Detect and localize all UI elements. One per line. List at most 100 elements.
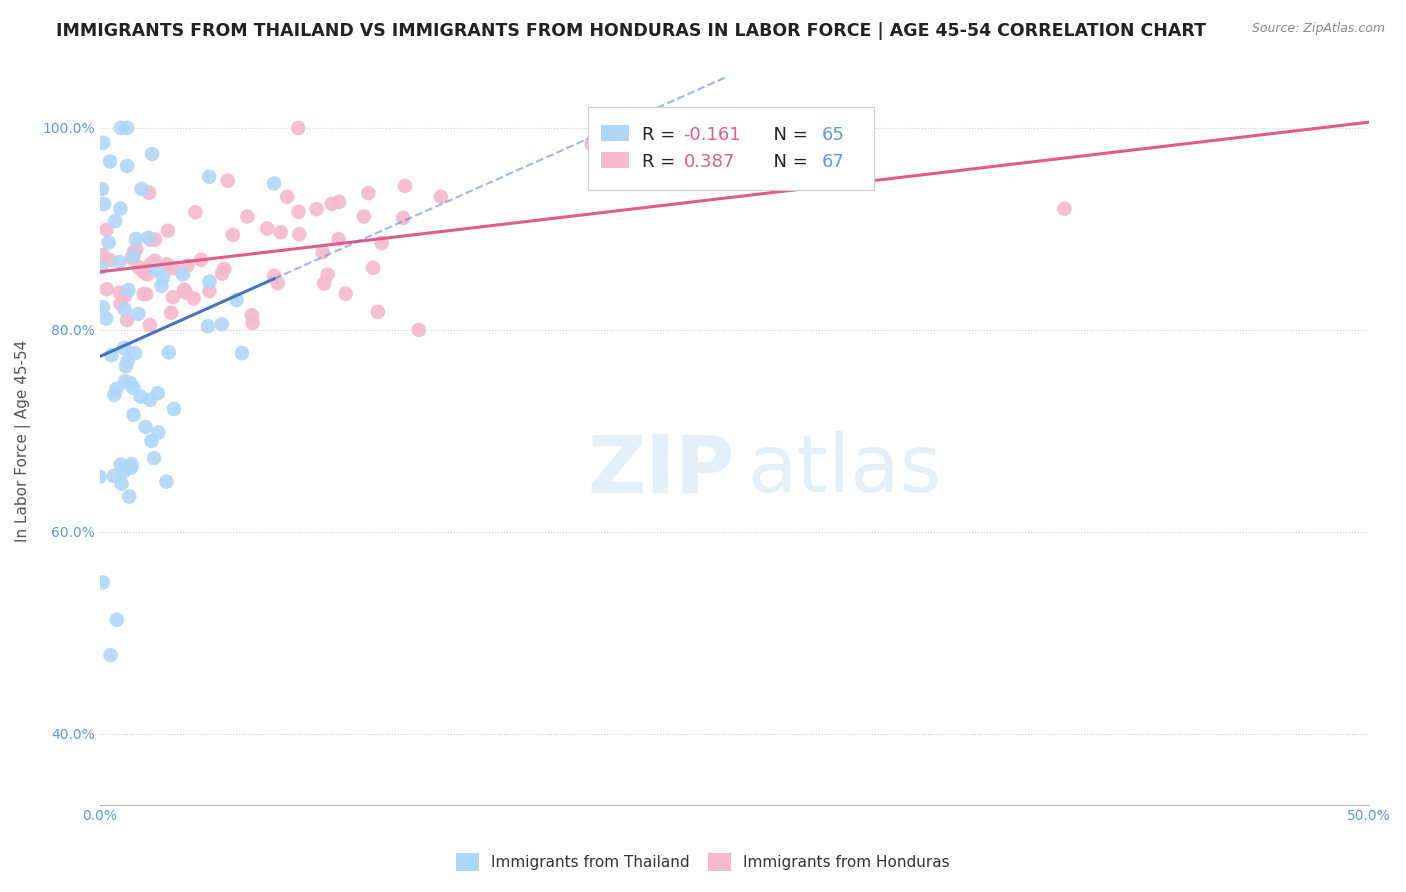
- Point: [143, 451, 166, 466]
- Point: [267, 276, 290, 290]
- Point: [581, 136, 603, 151]
- Point: [214, 261, 236, 276]
- Bar: [600, 153, 628, 169]
- Point: [125, 232, 148, 246]
- Point: [96, 282, 118, 296]
- Point: [117, 283, 139, 297]
- Point: [211, 318, 233, 332]
- Point: [392, 211, 415, 225]
- Point: [94, 311, 117, 326]
- Point: [314, 277, 336, 291]
- Point: [288, 227, 311, 241]
- Point: [131, 182, 153, 196]
- Text: N =: N =: [762, 126, 814, 144]
- Point: [120, 376, 142, 391]
- Point: [152, 270, 174, 285]
- Point: [145, 263, 167, 277]
- Point: [138, 186, 160, 200]
- Point: [150, 279, 173, 293]
- Point: [110, 202, 132, 216]
- Y-axis label: In Labor Force | Age 45-54: In Labor Force | Age 45-54: [15, 340, 31, 542]
- Point: [110, 458, 132, 472]
- Point: [121, 251, 143, 265]
- Point: [276, 189, 298, 203]
- Point: [124, 346, 146, 360]
- Point: [371, 236, 394, 251]
- Point: [198, 284, 221, 298]
- Point: [225, 293, 247, 307]
- Point: [110, 296, 132, 310]
- Text: atlas: atlas: [747, 431, 942, 509]
- Point: [270, 225, 292, 239]
- Point: [263, 177, 285, 191]
- Point: [231, 346, 253, 360]
- Point: [160, 306, 183, 320]
- Point: [122, 249, 145, 263]
- Point: [114, 374, 136, 388]
- Point: [108, 255, 131, 269]
- Bar: [588, 106, 875, 190]
- Point: [127, 307, 149, 321]
- Point: [105, 382, 128, 396]
- Point: [89, 469, 111, 483]
- Point: [197, 319, 219, 334]
- Point: [173, 283, 195, 297]
- Point: [305, 202, 328, 217]
- Point: [114, 289, 136, 303]
- Text: 65: 65: [823, 126, 845, 144]
- Point: [125, 242, 148, 256]
- Point: [328, 232, 350, 246]
- Point: [240, 308, 263, 322]
- Point: [353, 210, 375, 224]
- Point: [162, 290, 184, 304]
- Point: [110, 476, 132, 491]
- Point: [174, 285, 197, 300]
- Point: [91, 182, 114, 196]
- Point: [105, 613, 128, 627]
- Point: [122, 245, 145, 260]
- Point: [143, 233, 166, 247]
- Point: [256, 221, 278, 235]
- Point: [114, 302, 136, 317]
- Point: [104, 214, 127, 228]
- Point: [1053, 202, 1076, 216]
- Point: [91, 301, 114, 315]
- Point: [198, 275, 221, 289]
- Point: [311, 245, 333, 260]
- Point: [128, 260, 150, 275]
- Point: [394, 178, 416, 193]
- Point: [90, 260, 112, 275]
- Point: [408, 323, 430, 337]
- Point: [287, 204, 309, 219]
- Point: [115, 359, 138, 373]
- Text: 0.387: 0.387: [683, 153, 735, 170]
- Point: [367, 305, 389, 319]
- Legend: Immigrants from Thailand, Immigrants from Honduras: Immigrants from Thailand, Immigrants fro…: [447, 844, 959, 880]
- Point: [115, 120, 138, 135]
- Point: [139, 318, 162, 332]
- Text: ZIP: ZIP: [588, 431, 734, 509]
- Point: [183, 292, 205, 306]
- Text: -0.161: -0.161: [683, 126, 741, 144]
- Point: [135, 287, 157, 301]
- Text: R =: R =: [641, 153, 681, 170]
- Point: [155, 475, 177, 489]
- Point: [118, 490, 141, 504]
- Point: [122, 408, 145, 422]
- Point: [198, 169, 221, 184]
- Point: [316, 268, 339, 282]
- Point: [361, 260, 384, 275]
- Point: [139, 257, 162, 271]
- Point: [176, 259, 198, 273]
- Point: [190, 252, 212, 267]
- Point: [96, 223, 118, 237]
- Text: IMMIGRANTS FROM THAILAND VS IMMIGRANTS FROM HONDURAS IN LABOR FORCE | AGE 45-54 : IMMIGRANTS FROM THAILAND VS IMMIGRANTS F…: [56, 22, 1206, 40]
- Point: [98, 154, 121, 169]
- Point: [335, 286, 357, 301]
- Text: N =: N =: [762, 153, 814, 170]
- Point: [222, 227, 245, 242]
- Point: [263, 268, 285, 283]
- Point: [97, 235, 120, 250]
- Point: [91, 575, 114, 590]
- Point: [120, 457, 142, 471]
